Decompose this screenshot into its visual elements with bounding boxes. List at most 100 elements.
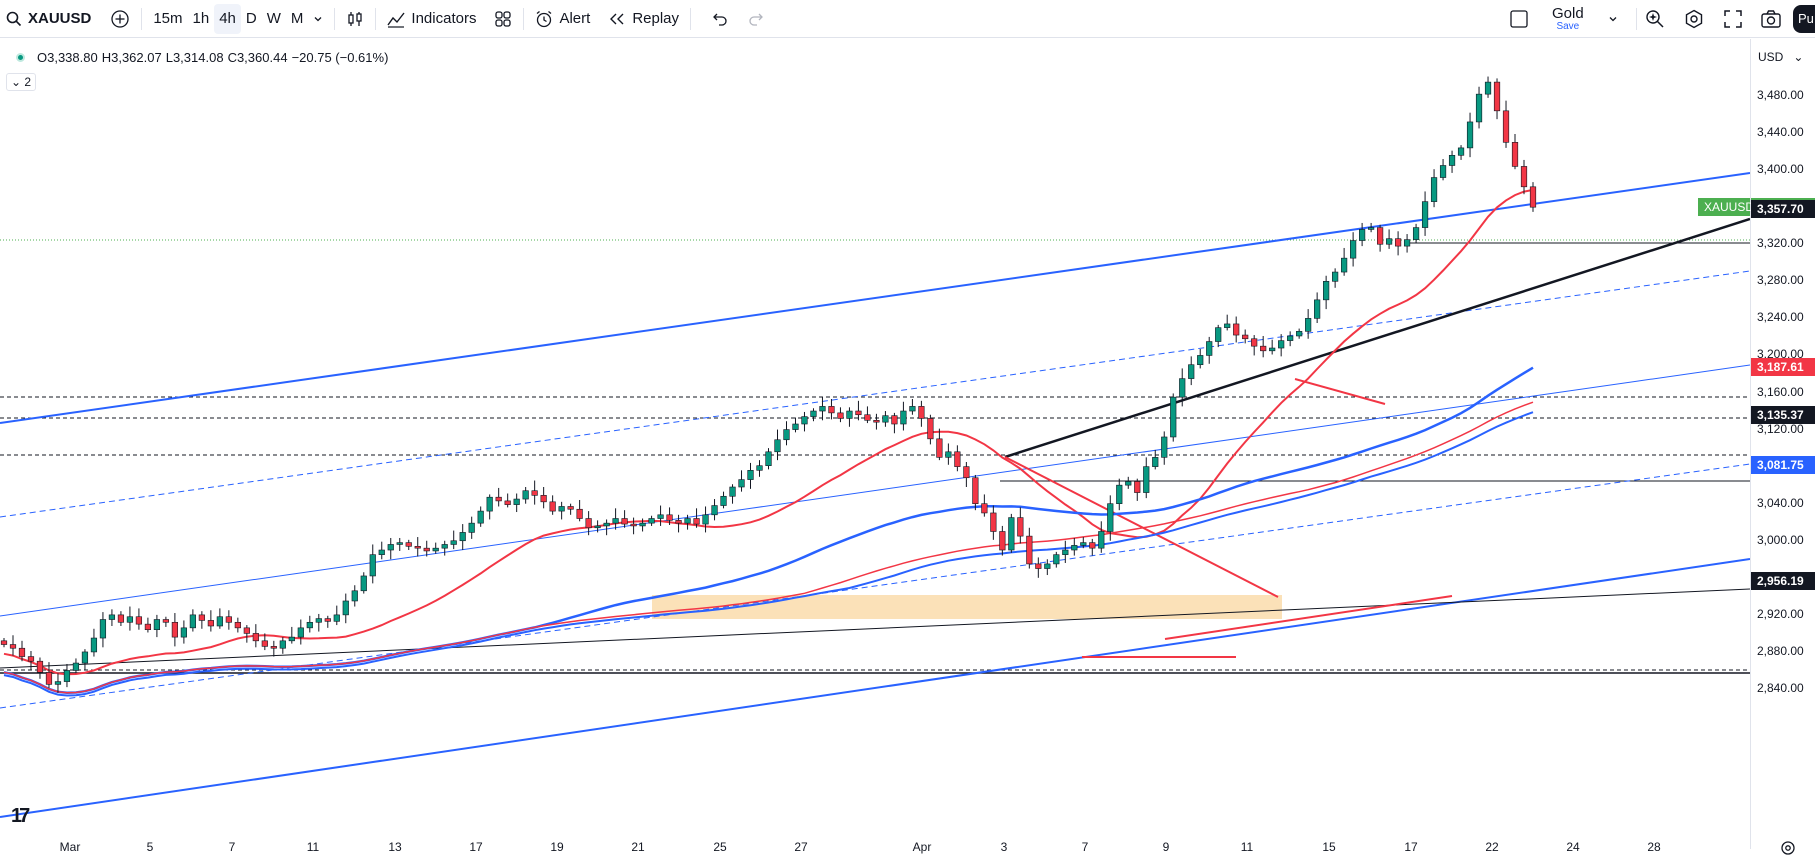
candle[interactable] (981, 494, 988, 517)
templates-button[interactable] (489, 4, 517, 34)
candle[interactable] (711, 499, 718, 521)
candle[interactable] (693, 508, 700, 528)
candle[interactable] (846, 407, 853, 427)
snapshot-button[interactable] (1755, 4, 1787, 34)
candle[interactable] (405, 539, 412, 551)
candle[interactable] (180, 620, 187, 644)
candle[interactable] (1179, 368, 1186, 407)
candle[interactable] (1394, 231, 1402, 256)
candle[interactable] (999, 525, 1006, 556)
interval-15m[interactable]: 15m (153, 10, 183, 27)
candle[interactable] (675, 514, 682, 533)
candle[interactable] (1439, 159, 1447, 181)
candle[interactable] (162, 616, 169, 627)
candle[interactable] (702, 506, 709, 533)
candle[interactable] (1080, 537, 1087, 549)
candle[interactable] (387, 537, 394, 560)
candle[interactable] (63, 663, 71, 688)
candle[interactable] (414, 537, 421, 557)
candle[interactable] (306, 615, 313, 633)
candle[interactable] (99, 612, 107, 648)
symbol-search[interactable]: XAUUSD (0, 0, 91, 38)
candle[interactable] (1188, 356, 1195, 386)
candle[interactable] (657, 505, 664, 526)
candle[interactable] (1071, 537, 1078, 556)
price-axis[interactable] (1750, 39, 1815, 849)
axis-settings-button[interactable] (1780, 840, 1796, 861)
candle[interactable] (855, 400, 862, 421)
candle[interactable] (828, 398, 835, 420)
alert-button[interactable]: Alert (530, 4, 595, 34)
candle[interactable] (891, 412, 898, 434)
currency-select[interactable]: USD ⌄ (1758, 50, 1803, 64)
candle[interactable] (342, 593, 349, 624)
interval-w[interactable]: W (266, 10, 281, 27)
candle[interactable] (81, 649, 89, 671)
candle[interactable] (1377, 224, 1384, 252)
red-trend-line[interactable] (1004, 456, 1279, 598)
redo-button[interactable] (743, 4, 771, 34)
quick-search-button[interactable] (1640, 4, 1670, 34)
candle[interactable] (810, 408, 817, 422)
candle[interactable] (882, 411, 889, 427)
candle[interactable] (423, 540, 430, 557)
candle[interactable] (9, 635, 17, 656)
settings-button[interactable] (1679, 4, 1709, 34)
fullscreen-button[interactable] (1718, 4, 1748, 34)
candle[interactable] (486, 494, 493, 520)
candle[interactable] (360, 572, 367, 594)
red-support-line[interactable] (1164, 595, 1453, 640)
candle[interactable] (747, 462, 754, 489)
candle[interactable] (72, 658, 80, 674)
candle[interactable] (1511, 133, 1519, 170)
candle[interactable] (801, 411, 808, 432)
candle[interactable] (144, 617, 152, 633)
moving-average-blue[interactable] (3, 366, 1534, 694)
interval-dropdown[interactable] (308, 4, 328, 34)
candle[interactable] (1466, 112, 1474, 158)
interval-1h[interactable]: 1h (192, 10, 210, 27)
candle[interactable] (1502, 100, 1510, 148)
candle[interactable] (558, 501, 565, 520)
candle[interactable] (513, 493, 520, 513)
candle[interactable] (1053, 551, 1060, 568)
candle[interactable] (1421, 191, 1429, 236)
candle[interactable] (1287, 331, 1294, 347)
candle[interactable] (441, 540, 448, 556)
candle[interactable] (1341, 247, 1348, 276)
candle[interactable] (18, 640, 26, 662)
candle[interactable] (36, 657, 44, 679)
candle[interactable] (1152, 449, 1159, 470)
candle[interactable] (837, 407, 844, 423)
candle[interactable] (792, 417, 799, 433)
candle[interactable] (207, 610, 214, 632)
candle[interactable] (1017, 507, 1024, 544)
candle[interactable] (522, 487, 529, 504)
candle[interactable] (297, 619, 304, 645)
layout-select-checkbox[interactable] (1504, 4, 1534, 34)
candle[interactable] (1359, 222, 1366, 247)
channel-mid-line[interactable] (0, 364, 1750, 617)
candle[interactable] (135, 608, 143, 630)
candle[interactable] (666, 507, 673, 525)
long-trend-line[interactable] (0, 588, 1750, 669)
publish-button[interactable]: Pu (1793, 5, 1815, 33)
price-chart[interactable] (0, 39, 1750, 849)
candle[interactable] (279, 637, 286, 654)
candle[interactable] (1197, 348, 1204, 369)
candle[interactable] (468, 516, 475, 539)
chart-type-button[interactable] (341, 4, 369, 34)
layout-dropdown[interactable] (1603, 4, 1623, 34)
candle[interactable] (270, 640, 277, 657)
candle[interactable] (396, 537, 403, 551)
candle[interactable] (1008, 513, 1015, 553)
indicators-button[interactable]: Indicators (382, 4, 481, 34)
candle[interactable] (1224, 314, 1231, 331)
candle[interactable] (765, 448, 772, 470)
candle[interactable] (252, 624, 259, 648)
candle[interactable] (1089, 538, 1096, 556)
candle[interactable] (1314, 292, 1321, 324)
candle[interactable] (549, 495, 556, 515)
compare-symbol-button[interactable] (105, 4, 135, 34)
candle[interactable] (90, 628, 98, 657)
